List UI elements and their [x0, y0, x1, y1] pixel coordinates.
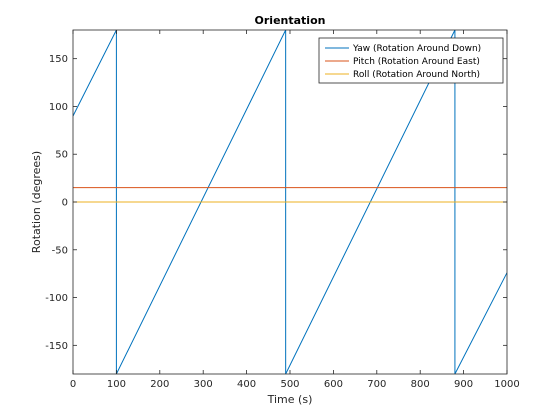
- plot-area: 0 100 200 300 400 500 600 700 800 900 1000-150-100…: [45, 29, 520, 390]
- legend-box: [318, 37, 504, 84]
- x-tick-label-8: 800: [411, 379, 430, 390]
- legend-label-0: Yaw (Rotation Around Down): [352, 44, 481, 54]
- x-tick-label-0: 0: [70, 379, 76, 390]
- y-tick-label-5: 100: [49, 102, 68, 113]
- legend-label-1: Pitch (Rotation Around East): [353, 57, 480, 67]
- y-tick-label-0: -150: [45, 341, 68, 352]
- y-tick-label-4: 50: [55, 150, 68, 161]
- y-tick-label-3: 0: [62, 198, 68, 209]
- legend-label-2: Roll (Rotation Around North): [353, 70, 480, 80]
- chart-title: Orientation: [255, 14, 326, 27]
- x-tick-label-5: 500: [280, 379, 299, 390]
- x-tick-label-1: 100: [107, 379, 126, 390]
- x-tick-label-9: 900: [454, 379, 473, 390]
- y-tick-label-1: -100: [45, 293, 68, 304]
- y-tick-label-6: 150: [49, 54, 68, 65]
- x-tick-label-10: 1000: [494, 379, 519, 390]
- x-tick-label-2: 200: [150, 379, 169, 390]
- y-axis-label: Rotation (degrees): [30, 151, 43, 253]
- x-tick-label-4: 400: [237, 379, 256, 390]
- legend: Yaw (Rotation Around Down) Pitch (Rotatio…: [318, 37, 504, 84]
- x-tick-label-6: 600: [324, 379, 343, 390]
- x-axis-label: Time (s): [267, 393, 313, 406]
- series-group: [73, 30, 507, 374]
- y-tick-label-2: -50: [52, 245, 68, 256]
- x-tick-label-3: 300: [194, 379, 213, 390]
- x-tick-label-7: 700: [367, 379, 386, 390]
